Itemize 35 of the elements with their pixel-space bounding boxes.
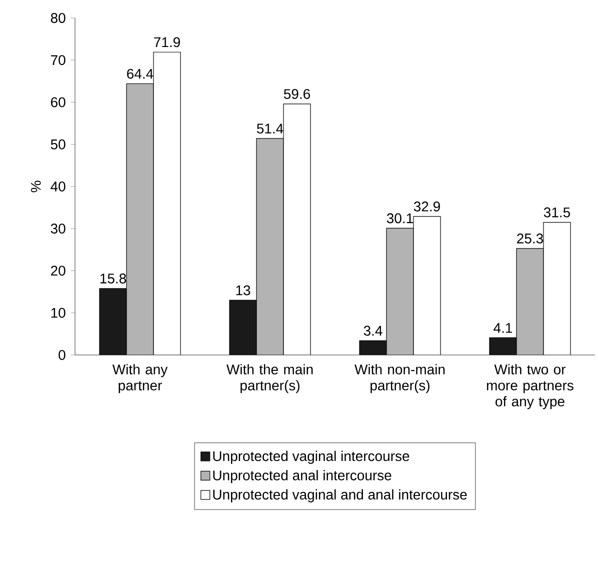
bar [516, 248, 544, 355]
y-tick-label: 10 [51, 308, 66, 318]
y-tick-label: 50 [50, 139, 66, 150]
data-label: 4.1 [494, 323, 512, 333]
y-tick-label: 0 [58, 350, 66, 360]
bar [230, 300, 256, 355]
data-label: 59.6 [284, 89, 310, 99]
y-axis-title: % [30, 180, 41, 192]
x-tick-label: With two or more partners of any type [486, 364, 574, 410]
data-label: 25.3 [517, 234, 543, 244]
data-label: 32.9 [414, 202, 440, 212]
data-label: 13 [236, 285, 250, 296]
legend-label: Unprotected vaginal and anal intercourse [213, 489, 467, 502]
bar [256, 138, 284, 355]
y-tick-label: 60 [51, 97, 66, 108]
data-label: 15.8 [100, 274, 126, 284]
y-tick-label: 20 [51, 266, 66, 276]
bar [386, 228, 414, 355]
bar [126, 84, 154, 355]
x-tick-label: With any partner [112, 364, 168, 394]
data-label: 30.1 [386, 213, 413, 224]
data-label: 3.4 [364, 326, 382, 336]
y-tick-label: 70 [51, 55, 66, 66]
data-label: 31.5 [544, 207, 570, 218]
legend-label: Unprotected anal intercourse [213, 470, 392, 484]
bar [100, 288, 127, 355]
y-tick-label: 30 [50, 224, 66, 234]
bar [489, 337, 517, 355]
y-tick-label: 80 [50, 13, 66, 23]
bar [360, 340, 386, 355]
legend-label: Unprotected vaginal intercourse [213, 450, 410, 464]
x-tick-label: With non-main partner(s) [354, 364, 445, 394]
y-tick-label: 40 [50, 182, 66, 192]
data-label: 71.9 [154, 37, 180, 48]
x-tick-label: With the main partner(s) [226, 364, 313, 394]
